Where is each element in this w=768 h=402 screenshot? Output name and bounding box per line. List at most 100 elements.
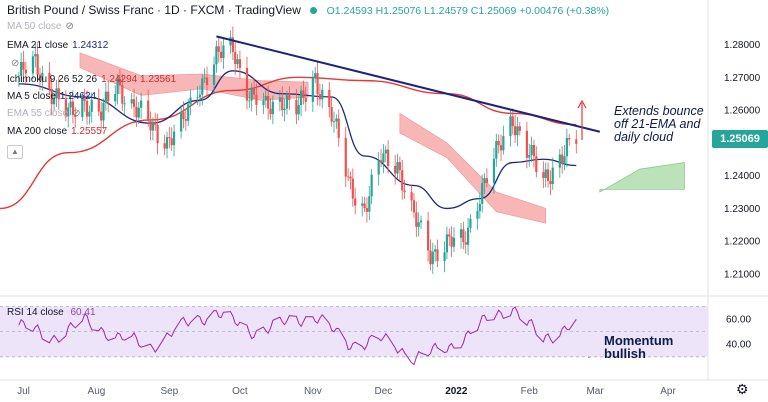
candle-body (499, 145, 503, 151)
candle-body (52, 98, 56, 105)
candle-body (22, 61, 25, 70)
candle-body (459, 229, 463, 238)
candle-body (546, 169, 550, 182)
candle-body (516, 126, 519, 136)
candle-body (502, 136, 505, 151)
momentum-annotation: Momentum bullish (604, 334, 673, 360)
candle-body (88, 111, 91, 117)
candle-body (365, 208, 369, 212)
candle-body (69, 101, 72, 108)
candle-body (196, 97, 199, 99)
symbol-title[interactable]: British Pound / Swiss Franc · 1D · FXCM … (7, 3, 301, 17)
legend-row[interactable]: MA 200 close 1.25557 (7, 126, 107, 137)
settings-gear-icon[interactable]: ⚙ (736, 381, 749, 397)
bearish-cloud (399, 112, 547, 224)
candle-body (549, 181, 552, 185)
rsi-legend[interactable]: RSI 14 close 60.41 (7, 307, 96, 318)
time-tick-label: 2022 (445, 386, 468, 397)
ma200-line (0, 76, 577, 210)
candle-body (100, 111, 103, 121)
trendline (216, 35, 601, 133)
candle-body (429, 250, 432, 265)
candle-body (485, 178, 488, 183)
candle-body (220, 51, 223, 59)
candle-body (114, 93, 117, 102)
candle-body (335, 118, 338, 122)
candle-body (426, 220, 430, 251)
candle-body (347, 176, 350, 178)
candle-body (85, 100, 89, 117)
candle-body (24, 69, 27, 74)
ma200-path (0, 76, 577, 210)
candle-body (370, 174, 373, 197)
candle-body (518, 126, 521, 131)
candle-body (443, 252, 446, 262)
candle-body (245, 67, 249, 101)
candle-body (368, 196, 371, 212)
candle-body (135, 106, 138, 118)
candle-body (55, 88, 58, 99)
legend-label: MA 200 close (7, 126, 68, 137)
market-status-icon (310, 6, 318, 14)
legend-value: 1.24312 (72, 40, 109, 51)
time-tick-label: Jul (17, 386, 30, 397)
candle-body (147, 100, 150, 121)
candle-body (314, 73, 317, 78)
hidden-eye-icon[interactable]: ⊘ (65, 21, 74, 32)
candle-body (281, 97, 284, 111)
candle-body (483, 178, 486, 184)
candle-body (384, 149, 387, 154)
chart-header[interactable]: British Pound / Swiss Franc · 1D · FXCM … (7, 3, 609, 17)
candle-body (412, 200, 416, 213)
time-tick-label: Aug (88, 386, 106, 397)
candle-body (154, 121, 157, 125)
candle-body (165, 137, 169, 149)
candle-body (401, 170, 404, 191)
legend-row[interactable]: EMA 21 close 1.24312 (7, 40, 108, 51)
candle-body (48, 72, 51, 89)
candle-body (212, 64, 216, 85)
candle-body (452, 237, 456, 247)
candle-body (466, 227, 470, 245)
candle-body (304, 97, 307, 102)
legend-row[interactable]: EMA 55 close ⊘ (7, 108, 81, 119)
price-tick-label: 1.22000 (724, 237, 761, 248)
candle-body (436, 249, 439, 262)
candle-body (297, 105, 300, 115)
legend-row[interactable]: Ichimoku 9 26 52 26 1.24294 1.23561 (7, 74, 176, 85)
collapse-legend-icon[interactable]: ▲ (7, 145, 23, 159)
candle-body (168, 137, 171, 139)
cloud-annotation-line1: Extends bounce (614, 104, 704, 118)
candle-body (311, 77, 314, 102)
candle-body (255, 94, 258, 105)
candle-body (450, 236, 453, 247)
hidden-eye-icon[interactable]: ⊘ (11, 58, 20, 69)
legend-value: 1.24294 1.23561 (101, 74, 177, 85)
candle-body (229, 37, 232, 46)
candle-body (116, 78, 119, 94)
candle-body (330, 107, 333, 122)
candle-body (264, 96, 267, 101)
hidden-eye-icon[interactable]: ⊘ (72, 108, 81, 119)
candle-body (387, 149, 390, 166)
rsi-tick-label: 60.00 (726, 314, 751, 325)
candle-body (497, 141, 500, 146)
price-tick-label: 1.28000 (724, 40, 761, 51)
candle-body (285, 95, 289, 109)
candle-body (419, 220, 423, 223)
legend-value: 1.25557 (71, 126, 108, 137)
legend-row[interactable]: MA 50 close ⊘ (7, 21, 74, 32)
legend-row[interactable]: ⊘ (7, 58, 19, 69)
candle-body (462, 229, 465, 243)
rsi-value: 60.41 (70, 307, 96, 318)
legend-value: 1.24624 (59, 91, 97, 102)
legend-row[interactable]: MA 5 close 1.24624 (7, 91, 96, 102)
candle-body (448, 234, 451, 237)
candle-body (283, 108, 286, 111)
candle-body (492, 158, 496, 183)
candle-body (201, 78, 204, 95)
time-tick-label: Mar (586, 386, 604, 397)
bullish-cloud (599, 162, 685, 193)
candle-body (295, 100, 298, 115)
candle-body (184, 119, 187, 121)
